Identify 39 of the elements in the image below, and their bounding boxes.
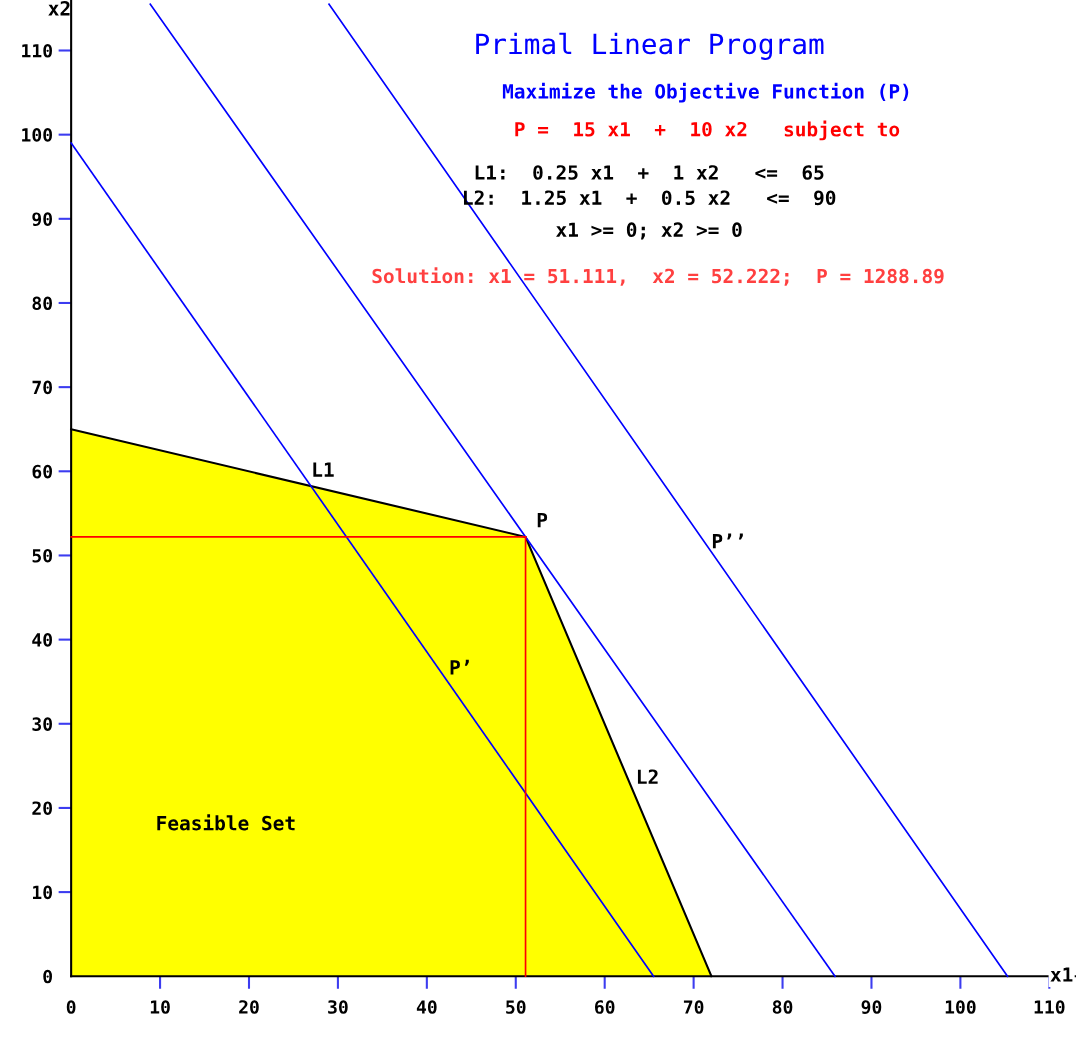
- y-tick-label: 90: [32, 212, 52, 227]
- y-tick-label: 80: [32, 296, 52, 311]
- x-tick-label: 10: [150, 1000, 170, 1014]
- y-tick-label: 0: [43, 969, 52, 984]
- annotation: Solution: x1 = 51.111, x2 = 52.222; P = 1288.89: [372, 267, 944, 286]
- annotation: P = 15 x1 + 10 x2 subject to: [515, 120, 900, 141]
- y-tick-label: 10: [33, 885, 52, 900]
- annotation: P: [537, 512, 548, 528]
- annotation: x1 >= 0; x2 >= 0: [556, 222, 742, 240]
- annotation: Feasible Set: [157, 814, 295, 831]
- y-tick-label: 70: [32, 380, 52, 395]
- y-tick-label: 20: [32, 801, 52, 816]
- y-tick-label: 110: [22, 43, 52, 58]
- x-axis-title: x1: [1050, 967, 1073, 982]
- x-tick-label: 100: [945, 1000, 976, 1014]
- x-tick-label: 50: [506, 1000, 526, 1014]
- annotation: L2: 1.25 x1 + 0.5 x2 <= 90: [463, 190, 836, 206]
- x-tick-label: 40: [416, 1000, 437, 1014]
- y-tick-label: 30: [32, 717, 52, 731]
- y-tick-label: 50: [32, 548, 52, 563]
- x-tick-label: 80: [772, 1000, 793, 1014]
- annotation: P’’: [712, 533, 743, 549]
- annotation: L2: [637, 769, 658, 784]
- x-tick-label: 30: [328, 1000, 348, 1014]
- annotation: L1: [313, 462, 334, 477]
- text: Maximize the Objective Function (P): [502, 82, 909, 103]
- x-tick-label: 110: [1034, 1000, 1065, 1014]
- y-tick-label: 60: [32, 464, 52, 479]
- x-tick-label: 0: [66, 1000, 76, 1014]
- text: Primal Linear Program: [476, 32, 824, 60]
- y-tick-label: 100: [22, 128, 52, 142]
- annotation: P’: [450, 659, 469, 675]
- y-tick-label: 40: [32, 633, 52, 647]
- annotation: L1: 0.25 x1 + 1 x2 <= 65: [475, 165, 824, 180]
- x-tick-label: 90: [861, 1000, 882, 1014]
- y-axis-title: x2: [48, 1, 70, 16]
- x-tick-label: 70: [683, 1000, 704, 1014]
- x-tick-label: 60: [594, 1000, 615, 1014]
- x-tick-label: 20: [239, 1000, 259, 1014]
